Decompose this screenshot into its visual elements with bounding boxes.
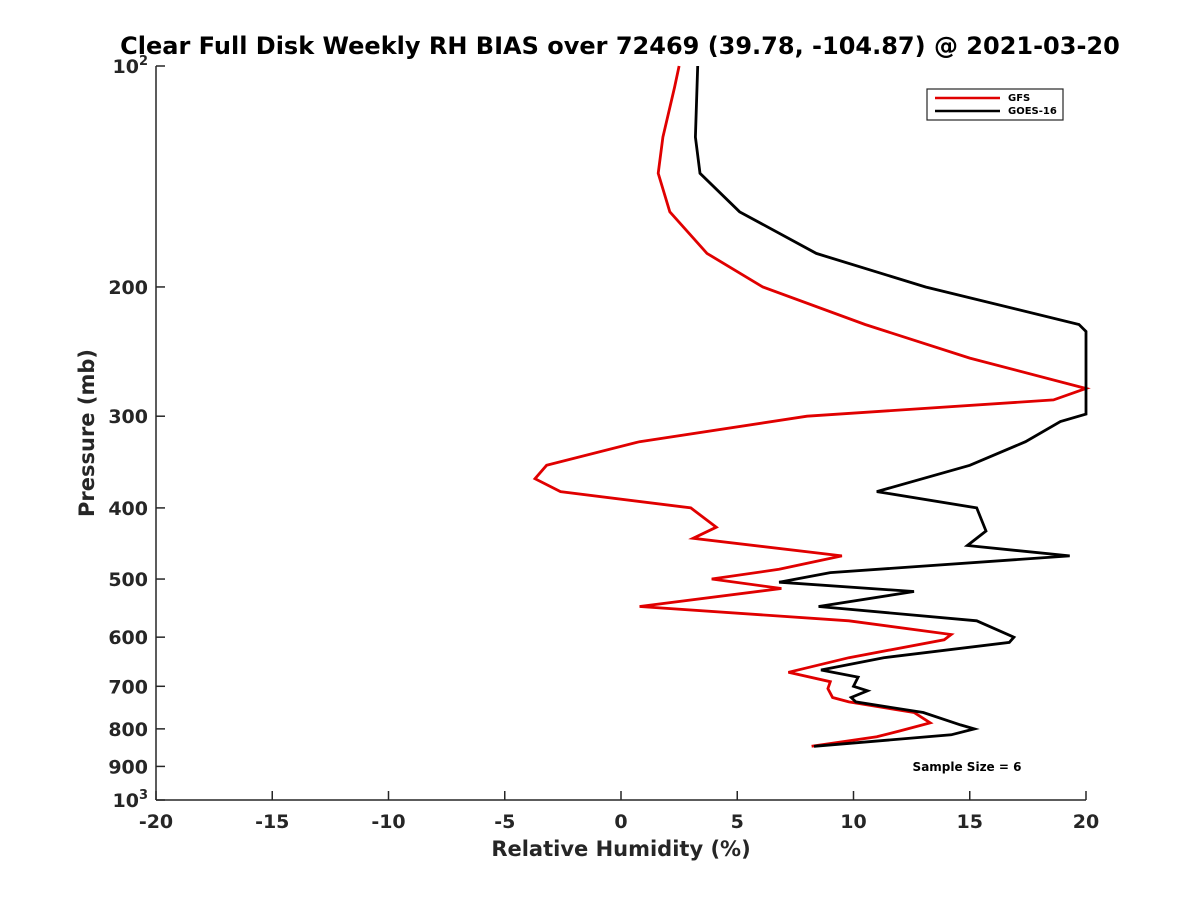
y-axis-label: Pressure (mb) [75,349,99,517]
y-ticks: 102 200 300 400 500 600 700 800 900 103 [108,54,165,812]
series-line-goes-16 [693,65,1088,748]
legend-goes-label: GOES-16 [1008,106,1057,117]
y-tick-label: 900 [108,756,148,778]
x-tick-label: 0 [614,811,627,833]
x-tick-label: -10 [371,811,405,833]
y-tick-label: 800 [108,719,148,741]
x-tick-label: -5 [494,811,515,833]
x-tick-label: -20 [139,811,173,833]
x-ticks: -20 -15 -10 -5 0 5 10 15 20 [139,791,1099,833]
series-line-gfs [532,65,1091,748]
chart-title: Clear Full Disk Weekly RH BIAS over 7246… [120,32,1120,60]
y-tick-label: 200 [108,277,148,299]
y-tick-label: 102 [113,54,149,78]
x-tick-label: -15 [255,811,289,833]
x-tick-label: 15 [957,811,983,833]
y-tick-label: 103 [113,788,149,812]
y-tick-label: 500 [108,569,148,591]
x-axis-label: Relative Humidity (%) [491,837,750,861]
y-tick-label: 300 [108,406,148,428]
y-tick-label: 600 [108,627,148,649]
x-tick-label: 5 [731,811,744,833]
legend-gfs-label: GFS [1008,93,1030,104]
series-group [532,65,1091,748]
y-tick-label: 400 [108,498,148,520]
legend: GFS GOES-16 [926,88,1064,121]
x-tick-label: 10 [840,811,866,833]
sample-size-annotation: Sample Size = 6 [913,760,1022,774]
legend-box [926,88,1064,121]
x-tick-label: 20 [1073,811,1099,833]
y-tick-label: 700 [108,676,148,698]
